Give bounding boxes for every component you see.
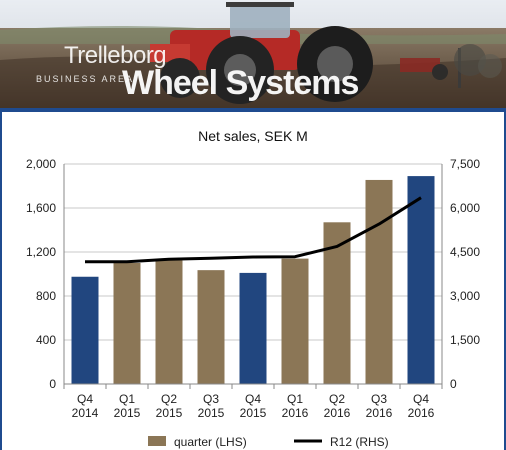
bar <box>71 276 99 384</box>
y-right-tick-label: 1,500 <box>450 333 480 347</box>
x-tick-label-quarter: Q3 <box>371 392 387 406</box>
x-tick-label-quarter: Q4 <box>413 392 429 406</box>
y-right-tick-label: 3,000 <box>450 289 480 303</box>
legend-label-r12: R12 (RHS) <box>330 435 389 449</box>
brand-business-area: BUSINESS AREA <box>36 74 135 84</box>
x-tick-label-year: 2016 <box>324 406 351 420</box>
y-axis-left-ticks: 0 400 800 1,200 1,600 2,000 <box>26 157 56 391</box>
x-tick-label-quarter: Q4 <box>245 392 261 406</box>
x-axis-tick-labels: Q42014Q12015Q22015Q32015Q42015Q12016Q220… <box>72 392 435 420</box>
right-border <box>504 112 506 450</box>
x-tick-label-year: 2014 <box>72 406 99 420</box>
y-right-tick-label: 6,000 <box>450 201 480 215</box>
bar <box>407 176 435 384</box>
r12-line <box>85 196 422 264</box>
y-right-tick-label: 4,500 <box>450 245 480 259</box>
bar <box>197 270 225 384</box>
y-left-tick-label: 0 <box>49 377 56 391</box>
y-left-tick-label: 800 <box>36 289 56 303</box>
axes <box>63 164 443 389</box>
bar <box>281 258 309 384</box>
x-tick-label-year: 2015 <box>198 406 225 420</box>
legend: quarter (LHS) R12 (RHS) <box>148 435 389 449</box>
y-right-tick-label: 7,500 <box>450 157 480 171</box>
bar-series-quarter <box>71 176 435 384</box>
x-tick-label-quarter: Q1 <box>119 392 135 406</box>
brand-trelleborg: Trelleborg <box>64 42 167 69</box>
x-tick-label-year: 2016 <box>282 406 309 420</box>
brand-wheel-systems: Wheel Systems <box>122 64 359 102</box>
bar <box>365 179 393 384</box>
x-tick-label-year: 2015 <box>114 406 141 420</box>
legend-label-quarter: quarter (LHS) <box>174 435 247 449</box>
bar <box>113 263 141 384</box>
x-tick-label-quarter: Q1 <box>287 392 303 406</box>
x-tick-label-quarter: Q2 <box>329 392 345 406</box>
net-sales-chart: Net sales, SEK M 04008001,2001,6002,000 … <box>26 128 480 449</box>
bar <box>155 260 183 384</box>
bar <box>239 272 267 384</box>
line-series-r12 <box>85 196 422 264</box>
x-tick-label-year: 2015 <box>240 406 267 420</box>
y-left-tick-label: 2,000 <box>26 157 56 171</box>
x-tick-label-year: 2016 <box>366 406 393 420</box>
legend-swatch-quarter <box>148 436 166 446</box>
y-left-tick-label: 400 <box>36 333 56 347</box>
y-left-tick-label: 1,600 <box>26 201 56 215</box>
y-axis-right-ticks: 0 1,500 3,000 4,500 6,000 7,500 <box>450 157 480 391</box>
x-tick-label-year: 2016 <box>408 406 435 420</box>
left-border <box>0 112 2 450</box>
x-tick-label-quarter: Q2 <box>161 392 177 406</box>
x-tick-label-year: 2015 <box>156 406 183 420</box>
x-tick-label-quarter: Q3 <box>203 392 219 406</box>
y-left-tick-label: 1,200 <box>26 245 56 259</box>
y-right-tick-label: 0 <box>450 377 457 391</box>
tractor-field-photo <box>0 0 506 108</box>
blue-divider <box>0 108 506 112</box>
chart-title: Net sales, SEK M <box>198 128 308 144</box>
x-tick-label-quarter: Q4 <box>77 392 93 406</box>
header-banner: Trelleborg BUSINESS AREA Wheel Systems <box>0 0 506 108</box>
